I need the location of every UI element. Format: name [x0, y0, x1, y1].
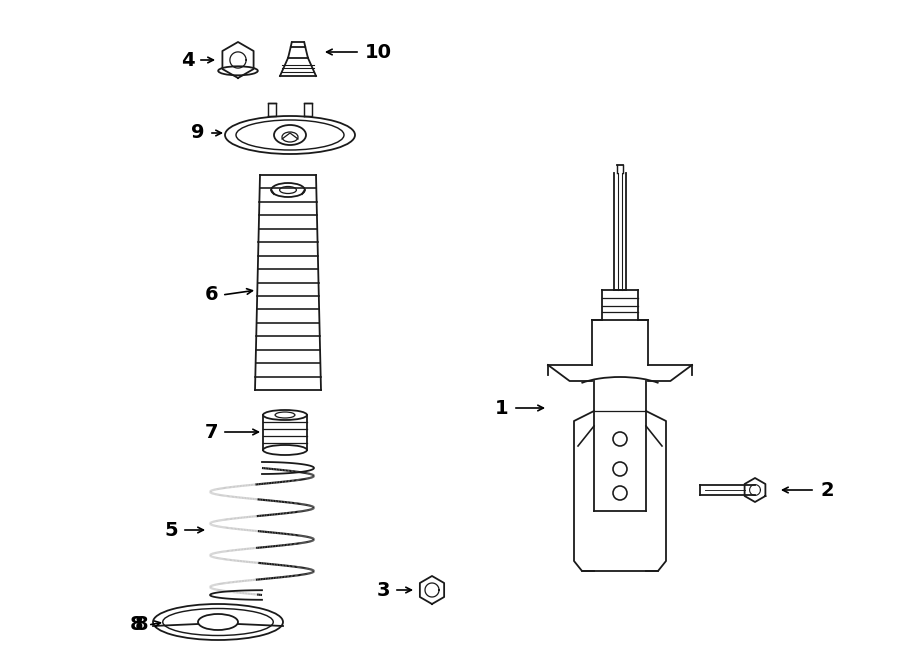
Text: 1: 1	[494, 399, 508, 418]
Text: 6: 6	[204, 286, 218, 305]
Text: 9: 9	[192, 124, 205, 143]
Text: 5: 5	[165, 520, 178, 539]
Text: 10: 10	[365, 42, 392, 61]
Text: 8: 8	[134, 615, 148, 635]
Text: 8: 8	[130, 615, 143, 635]
Text: 2: 2	[820, 481, 833, 500]
Text: 3: 3	[376, 580, 390, 600]
Text: 4: 4	[182, 50, 195, 69]
Text: 7: 7	[204, 422, 218, 442]
